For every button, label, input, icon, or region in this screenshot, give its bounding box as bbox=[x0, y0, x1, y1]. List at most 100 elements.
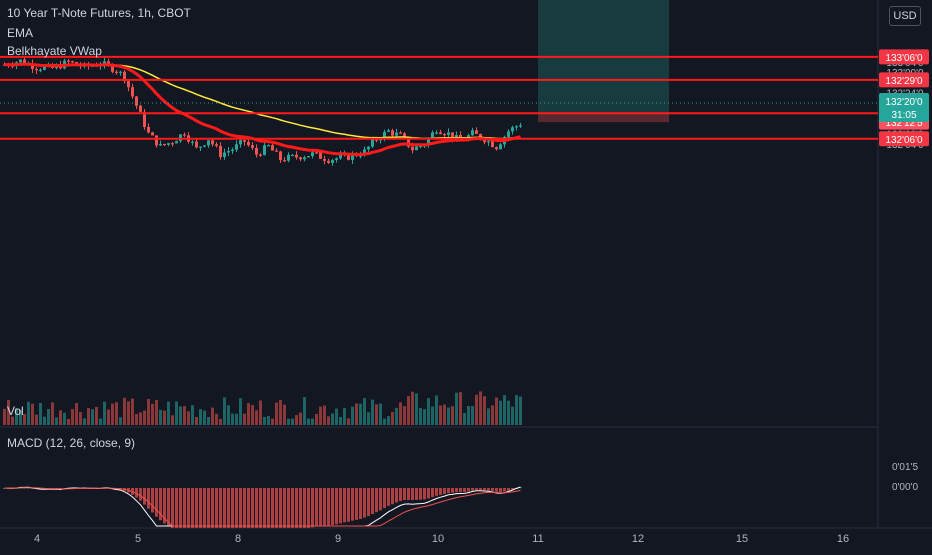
candle[interactable] bbox=[115, 70, 118, 75]
candle[interactable] bbox=[395, 128, 398, 138]
candle[interactable] bbox=[231, 147, 234, 154]
candle[interactable] bbox=[155, 135, 158, 148]
ema-line[interactable] bbox=[4, 62, 521, 157]
candle[interactable] bbox=[251, 141, 254, 151]
candle[interactable] bbox=[243, 139, 246, 146]
candle[interactable] bbox=[283, 157, 286, 162]
candle[interactable] bbox=[431, 130, 434, 139]
vwap-legend[interactable]: Belkhayate VWap bbox=[7, 44, 102, 58]
candle[interactable] bbox=[387, 128, 390, 133]
candle[interactable] bbox=[183, 132, 186, 138]
last-price-badge[interactable]: 132'20'0 31:05 bbox=[879, 92, 929, 122]
candle[interactable] bbox=[207, 140, 210, 148]
volume-bar bbox=[103, 401, 106, 425]
candle[interactable] bbox=[303, 155, 306, 162]
candle[interactable] bbox=[399, 130, 402, 134]
position-stop-zone[interactable] bbox=[538, 111, 669, 123]
volume-bar bbox=[215, 413, 218, 425]
candle[interactable] bbox=[519, 122, 522, 129]
candle[interactable] bbox=[131, 83, 134, 99]
candle[interactable] bbox=[227, 147, 230, 157]
candle[interactable] bbox=[515, 125, 518, 131]
candle[interactable] bbox=[495, 146, 498, 151]
candle[interactable] bbox=[291, 154, 294, 157]
candle[interactable] bbox=[247, 139, 250, 147]
candle[interactable] bbox=[275, 148, 278, 152]
candle[interactable] bbox=[127, 80, 130, 92]
time-tick-label: 15 bbox=[736, 533, 748, 545]
macd-signal-line[interactable] bbox=[4, 487, 521, 527]
candle-body bbox=[431, 132, 434, 139]
symbol-title[interactable]: 10 Year T-Note Futures, 1h, CBOT bbox=[7, 6, 191, 20]
candle[interactable] bbox=[311, 150, 314, 159]
candle[interactable] bbox=[307, 155, 310, 158]
candle[interactable] bbox=[159, 140, 162, 147]
candle[interactable] bbox=[367, 146, 370, 153]
macd-bar bbox=[279, 488, 282, 528]
macd-bar bbox=[331, 488, 334, 525]
candle[interactable] bbox=[327, 158, 330, 165]
candle[interactable] bbox=[39, 68, 42, 73]
candle-body bbox=[147, 126, 150, 133]
candle[interactable] bbox=[191, 140, 194, 146]
candle[interactable] bbox=[287, 152, 290, 163]
volume-bar bbox=[3, 408, 6, 425]
candle[interactable] bbox=[123, 70, 126, 84]
candle[interactable] bbox=[331, 159, 334, 166]
candle[interactable] bbox=[339, 150, 342, 160]
candle[interactable] bbox=[163, 143, 166, 146]
candle[interactable] bbox=[259, 153, 262, 157]
candle[interactable] bbox=[143, 108, 146, 130]
candle[interactable] bbox=[139, 104, 142, 112]
candle[interactable] bbox=[211, 138, 214, 147]
candle[interactable] bbox=[263, 142, 266, 156]
candle[interactable] bbox=[223, 148, 226, 160]
price-level-badge[interactable]: 132'06'0 bbox=[879, 131, 929, 147]
macd-bar bbox=[495, 488, 498, 492]
candle[interactable] bbox=[171, 141, 174, 147]
candle[interactable] bbox=[175, 140, 178, 144]
candle[interactable] bbox=[435, 130, 438, 135]
candle[interactable] bbox=[71, 60, 74, 64]
candle[interactable] bbox=[475, 127, 478, 135]
candle[interactable] bbox=[235, 140, 238, 152]
candle-body bbox=[207, 140, 210, 146]
candle[interactable] bbox=[167, 142, 170, 147]
vwap-line[interactable] bbox=[4, 63, 521, 140]
candle[interactable] bbox=[267, 144, 270, 147]
candle[interactable] bbox=[499, 142, 502, 150]
candle[interactable] bbox=[335, 157, 338, 163]
candle[interactable] bbox=[271, 143, 274, 151]
candle[interactable] bbox=[471, 127, 474, 136]
candle[interactable] bbox=[119, 70, 122, 76]
candle[interactable] bbox=[103, 57, 106, 69]
candle[interactable] bbox=[215, 142, 218, 148]
candle[interactable] bbox=[147, 123, 150, 134]
macd-legend[interactable]: MACD (12, 26, close, 9) bbox=[7, 436, 136, 450]
candle[interactable] bbox=[195, 139, 198, 149]
candle[interactable] bbox=[323, 155, 326, 165]
volume-legend[interactable]: Vol bbox=[7, 404, 24, 418]
candle[interactable] bbox=[255, 144, 258, 158]
price-level-badge[interactable]: 133'06'0 bbox=[879, 49, 929, 65]
ema-legend[interactable]: EMA bbox=[7, 26, 34, 40]
candle[interactable] bbox=[443, 132, 446, 137]
currency-button[interactable]: USD bbox=[889, 6, 921, 26]
candle[interactable] bbox=[279, 150, 282, 163]
candle[interactable] bbox=[203, 145, 206, 148]
candle[interactable] bbox=[295, 151, 298, 160]
candle[interactable] bbox=[511, 125, 514, 135]
candle[interactable] bbox=[151, 131, 154, 136]
candle[interactable] bbox=[299, 156, 302, 162]
candle[interactable] bbox=[219, 142, 222, 160]
candle[interactable] bbox=[315, 151, 318, 155]
price-level-badge[interactable]: 132'29'0 bbox=[879, 72, 929, 88]
volume-bar bbox=[267, 416, 270, 425]
candle[interactable] bbox=[31, 59, 34, 73]
candle[interactable] bbox=[199, 146, 202, 151]
candle[interactable] bbox=[35, 67, 38, 74]
candle[interactable] bbox=[439, 129, 442, 135]
candle[interactable] bbox=[67, 59, 70, 65]
